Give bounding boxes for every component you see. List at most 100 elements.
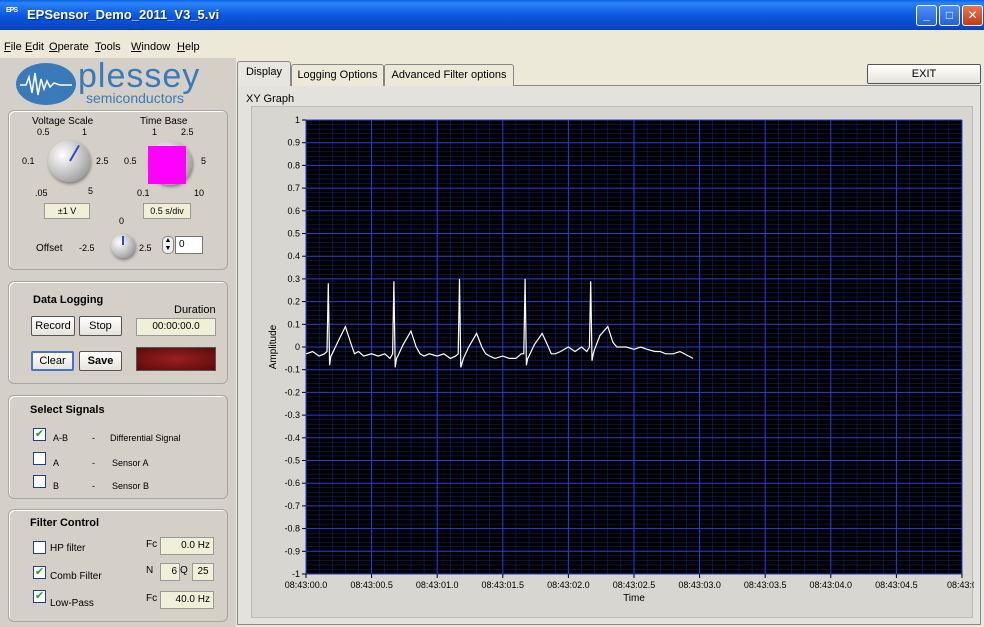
y-tick-label: 0.8: [287, 160, 300, 170]
x-tick-label: 08:43:04.0: [810, 580, 853, 590]
menu-window[interactable]: Window: [131, 41, 171, 53]
voltage-scale-knob[interactable]: [48, 140, 90, 182]
tab-advanced-filter-options[interactable]: Advanced Filter options: [384, 64, 514, 86]
y-tick-label: 0.5: [287, 229, 300, 239]
window-title: EPSensor_Demo_2011_V3_5.vi: [27, 7, 220, 22]
data-logging-title: Data Logging: [33, 294, 104, 306]
y-tick-label: -0.7: [284, 501, 300, 511]
clear-button[interactable]: Clear: [31, 351, 74, 371]
time-tick-25: 2.5: [181, 127, 194, 137]
menu-tools[interactable]: Tools: [95, 41, 121, 53]
signal-ab-desc: Differential Signal: [110, 433, 181, 443]
y-tick-label: 0.1: [287, 319, 300, 329]
time-tick-10: 10: [194, 188, 205, 198]
duration-label: Duration: [174, 304, 216, 316]
x-axis-label: Time: [623, 593, 645, 604]
time-base-swatch[interactable]: [148, 146, 186, 184]
y-tick-label: 0: [295, 342, 300, 352]
tab-logging-options[interactable]: Logging Options: [291, 64, 384, 86]
y-tick-label: -0.1: [284, 365, 300, 375]
x-tick-label: 08:43:03.5: [744, 580, 787, 590]
signal-a-checkbox[interactable]: [33, 452, 46, 465]
offset-knob[interactable]: [111, 234, 135, 258]
x-tick-label: 08:43:02.0: [547, 580, 590, 590]
voltage-tick-01: 0.1: [22, 156, 35, 166]
comb-n-label: N: [146, 565, 154, 576]
voltage-scale-value: ±1 V: [44, 203, 90, 219]
y-tick-label: 0.6: [287, 206, 300, 216]
comb-q-input[interactable]: 25: [192, 563, 214, 581]
y-tick-label: -0.3: [284, 410, 300, 420]
lowpass-fc-input[interactable]: 40.0 Hz: [160, 591, 214, 609]
comb-filter-checkbox[interactable]: ✔: [33, 566, 46, 579]
menu-help[interactable]: Help: [177, 41, 200, 53]
signal-ab-checkbox[interactable]: ✔: [33, 428, 46, 441]
signal-b-code: B: [53, 481, 60, 491]
time-base-value: 0.5 s/div: [143, 203, 191, 219]
voltage-tick-25: 2.5: [96, 156, 109, 166]
y-axis-label: Amplitude: [268, 324, 279, 369]
logo-wave-icon: [16, 63, 76, 105]
select-signals-title: Select Signals: [30, 404, 105, 416]
signal-b-checkbox[interactable]: [33, 475, 46, 488]
lowpass-fc-label: Fc: [146, 593, 158, 604]
time-tick-5: 5: [201, 156, 207, 166]
voltage-scale-label: Voltage Scale: [32, 116, 94, 127]
signal-b-desc: Sensor B: [112, 481, 150, 491]
offset-stepper[interactable]: ▲ ▼: [162, 236, 174, 254]
menu-bar: File Edit Operate Tools Window Help: [0, 39, 984, 57]
low-pass-label: Low-Pass: [50, 598, 94, 609]
voltage-tick-005: .05: [35, 188, 48, 198]
y-tick-label: -0.8: [284, 524, 300, 534]
signal-a-code: A: [53, 458, 60, 468]
hp-fc-label: Fc: [146, 539, 158, 550]
time-base-label: Time Base: [140, 116, 188, 127]
xy-graph: 1 0.9 0.8 0.7 0.6 0.5 0.4 0.3 0.2 0.1 0 -0.1 -0.2 -0.…: [251, 106, 974, 618]
x-tick-label: 08:43:0: [947, 580, 974, 590]
y-tick-label: -0.4: [284, 433, 300, 443]
x-tick-label: 08:43:01.0: [416, 580, 459, 590]
offset-tick-0: 0: [119, 216, 125, 226]
signal-b-dash: -: [92, 481, 95, 491]
offset-knob-needle: [122, 236, 124, 245]
x-tick-label: 08:43:04.5: [875, 580, 918, 590]
save-button[interactable]: Save: [79, 351, 122, 371]
voltage-tick-1: 1: [82, 127, 88, 137]
offset-label: Offset: [36, 243, 63, 254]
maximize-icon[interactable]: □: [939, 5, 960, 26]
hp-filter-checkbox[interactable]: [33, 541, 46, 554]
logo-brand: plessey: [78, 57, 201, 95]
x-tick-label: 08:43:01.5: [482, 580, 525, 590]
y-tick-label: -0.5: [284, 456, 300, 466]
menu-file[interactable]: File: [4, 41, 22, 53]
y-tick-label: 0.9: [287, 138, 300, 148]
exit-button[interactable]: EXIT: [867, 64, 981, 84]
record-button[interactable]: Record: [31, 316, 75, 336]
voltage-tick-05: 0.5: [37, 127, 50, 137]
offset-value-input[interactable]: 0: [175, 236, 203, 254]
plessey-logo: plessey semiconductors: [16, 57, 216, 106]
menu-edit[interactable]: Edit: [25, 41, 44, 53]
y-tick-label: -1: [292, 569, 300, 579]
duration-value: 00:00:00.0: [136, 318, 216, 336]
hp-fc-input[interactable]: 0.0 Hz: [160, 537, 214, 555]
comb-n-input[interactable]: 6: [160, 563, 180, 581]
x-tick-label: 08:43:03.0: [678, 580, 721, 590]
y-tick-label: 0.3: [287, 274, 300, 284]
low-pass-checkbox[interactable]: ✔: [33, 590, 46, 603]
y-tick-label: -0.9: [284, 546, 300, 556]
close-icon[interactable]: ✕: [962, 5, 983, 26]
minimize-icon[interactable]: _: [916, 5, 937, 26]
y-tick-label: 1: [295, 115, 300, 125]
time-tick-01: 0.1: [137, 188, 150, 198]
xy-graph-label: XY Graph: [246, 93, 295, 105]
signal-ab-dash: -: [92, 433, 95, 443]
x-tick-label: 08:43:02.5: [613, 580, 656, 590]
time-tick-05: 0.5: [124, 156, 137, 166]
signal-a-desc: Sensor A: [112, 458, 149, 468]
select-signals-group: [8, 395, 228, 499]
tab-display[interactable]: Display: [237, 61, 291, 86]
stop-button[interactable]: Stop: [79, 316, 122, 336]
menu-operate[interactable]: Operate: [49, 41, 89, 53]
y-tick-label: 0.2: [287, 297, 300, 307]
